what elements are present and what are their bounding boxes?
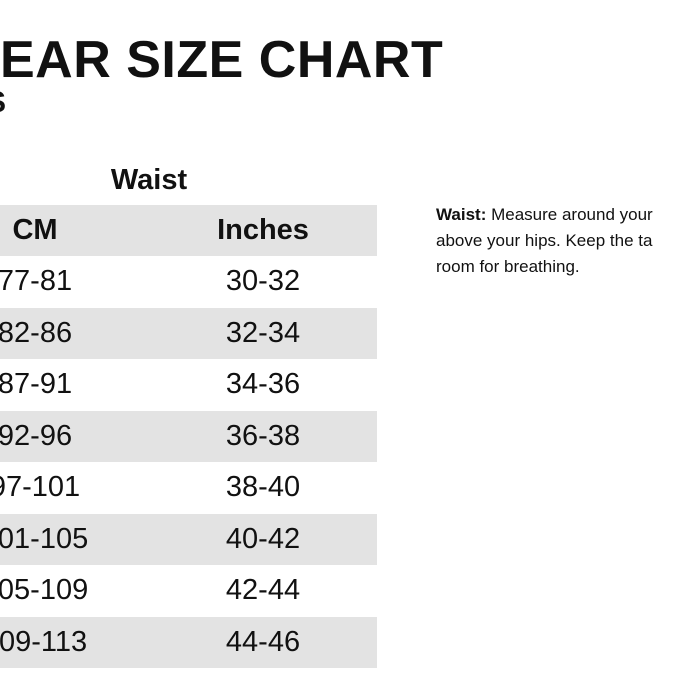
table-row: 82-86 32-34 <box>0 307 377 359</box>
subtitle: S <box>0 86 6 120</box>
table-row: 87-91 34-36 <box>0 359 377 410</box>
cell: 77-81 <box>0 265 73 297</box>
cell: 38-40 <box>225 471 301 503</box>
note-line: Waist: Measure around your <box>436 202 653 228</box>
cell: 92-96 <box>0 419 73 452</box>
cell: 44-46 <box>225 625 301 658</box>
note-label: Waist: <box>436 205 487 224</box>
cell: 109-113 <box>0 625 88 658</box>
cell: 32-34 <box>225 316 301 349</box>
cell: 30-32 <box>225 265 301 297</box>
table-row: 105-109 42-44 <box>0 565 377 616</box>
table-row: 109-113 44-46 <box>0 616 377 668</box>
table-row: 92-96 36-38 <box>0 410 377 462</box>
cell: 40-42 <box>225 522 301 555</box>
table-caption: Waist <box>110 164 188 196</box>
cell: 82-86 <box>0 316 73 349</box>
title: EAR SIZE CHART <box>0 31 444 89</box>
cell: 97-101 <box>0 471 81 503</box>
cell: Inches <box>217 214 309 246</box>
cell: CM <box>12 214 58 246</box>
table-row: 101-105 40-42 <box>0 513 377 565</box>
table-row: 97-101 38-40 <box>0 462 377 513</box>
table-row: 77-81 30-32 <box>0 256 377 307</box>
note: Waist: Measure around your above your hi… <box>436 202 653 280</box>
cell: 34-36 <box>225 368 301 400</box>
cell: 105-109 <box>0 574 89 606</box>
note-line: above your hips. Keep the ta <box>436 231 653 250</box>
header-row: CM Inches <box>0 205 377 256</box>
note-text: Measure around your <box>491 205 653 224</box>
cell: 36-38 <box>225 419 301 452</box>
cell: 42-44 <box>225 574 301 606</box>
note-line: room for breathing. <box>436 257 580 276</box>
cell: 101-105 <box>0 522 89 555</box>
cell: 87-91 <box>0 368 73 400</box>
